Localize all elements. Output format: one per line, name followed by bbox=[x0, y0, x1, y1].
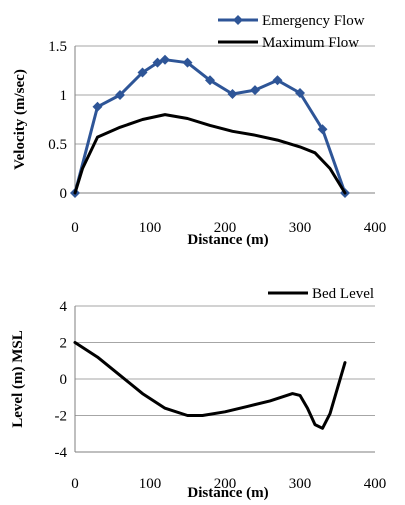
x-tick-label: 400 bbox=[364, 476, 387, 492]
y-tick-label: 4 bbox=[60, 299, 68, 315]
data-point bbox=[205, 75, 215, 86]
x-tick-label: 200 bbox=[214, 476, 237, 492]
data-point bbox=[92, 101, 103, 112]
legend-label: Emergency Flow bbox=[262, 13, 365, 29]
x-tick-label: 300 bbox=[289, 220, 312, 236]
y-tick-label: -2 bbox=[55, 409, 68, 425]
legend-label: Bed Level bbox=[312, 286, 374, 302]
y-axis-title: Velocity (m/sec) bbox=[12, 69, 28, 170]
y-tick-label: 1.5 bbox=[48, 39, 67, 55]
x-tick-label: 0 bbox=[71, 476, 79, 492]
data-point bbox=[152, 57, 163, 68]
x-tick-label: 0 bbox=[71, 220, 79, 236]
legend-entry: Maximum Flow bbox=[218, 35, 359, 51]
series-line-0 bbox=[73, 58, 347, 195]
data-point bbox=[182, 57, 193, 68]
x-tick-label: 300 bbox=[289, 476, 312, 492]
x-axis-title: Distance (m) bbox=[187, 485, 268, 501]
data-point bbox=[250, 85, 260, 96]
velocity-chart: 0 0.5 1 1.5 0 100 200 300 400 Distance (m) Velocit… bbox=[12, 13, 387, 248]
x-tick-label: 200 bbox=[214, 220, 237, 236]
y-tick-label: 0 bbox=[60, 186, 68, 202]
data-point bbox=[272, 75, 283, 86]
data-point bbox=[227, 89, 238, 100]
legend-entry: Emergency Flow bbox=[218, 13, 365, 29]
data-point bbox=[160, 54, 170, 65]
legend-label: Maximum Flow bbox=[262, 35, 359, 51]
legend-marker bbox=[233, 15, 243, 25]
y-tick-label: 0.5 bbox=[48, 137, 67, 153]
x-tick-label: 400 bbox=[364, 220, 387, 236]
series-line-1 bbox=[73, 113, 347, 195]
y-tick-label: 0 bbox=[60, 372, 68, 388]
data-point bbox=[317, 124, 328, 135]
series-line-0 bbox=[73, 341, 347, 430]
y-axis-title: Level (m) MSL bbox=[10, 330, 26, 427]
y-tick-label: 1 bbox=[60, 88, 68, 104]
bed-level-chart: -4 -2 0 2 4 0 100 200 300 400 Distance (m) Level (m… bbox=[10, 286, 387, 501]
data-point bbox=[115, 90, 125, 100]
y-tick-label: 2 bbox=[60, 336, 68, 352]
data-point bbox=[137, 67, 148, 78]
x-tick-label: 100 bbox=[139, 476, 162, 492]
legend-entry: Bed Level bbox=[268, 286, 374, 302]
y-tick-label: -4 bbox=[55, 445, 68, 461]
x-axis-title: Distance (m) bbox=[187, 232, 268, 248]
x-tick-label: 100 bbox=[139, 220, 162, 236]
data-point bbox=[295, 88, 305, 99]
